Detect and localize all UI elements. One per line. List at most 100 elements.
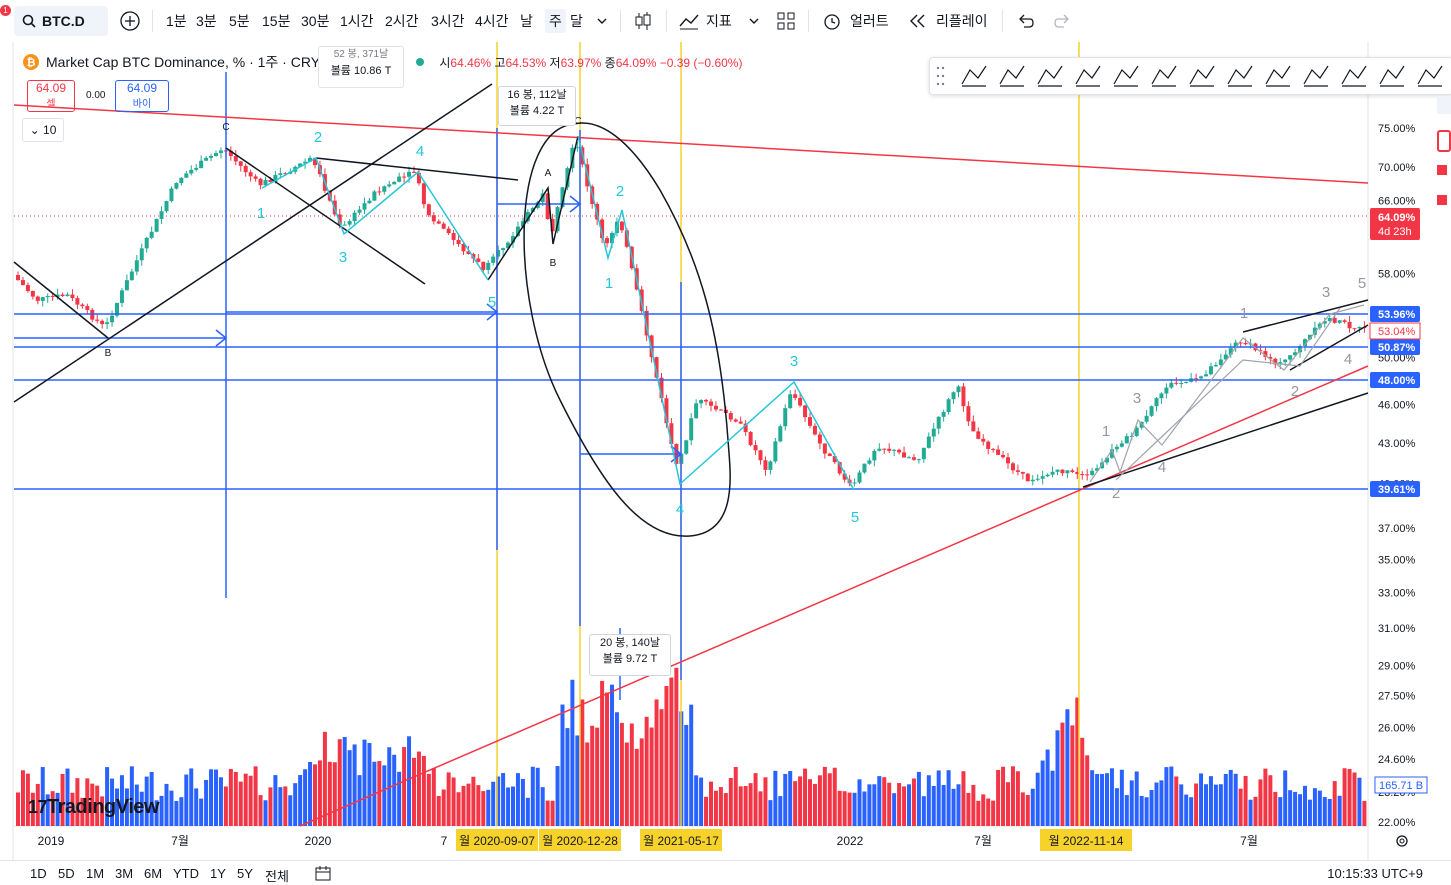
volume-bar — [704, 796, 709, 826]
candle-body — [209, 155, 214, 158]
fan-lines-icon[interactable] — [1341, 65, 1367, 87]
volume-bar — [253, 766, 258, 826]
calendar-range-icon[interactable] — [314, 864, 334, 882]
interval-7[interactable]: 3시간 — [431, 13, 465, 29]
interval-0[interactable]: 1분 — [166, 13, 187, 29]
fib-fan-icon[interactable] — [1037, 65, 1063, 87]
elliott-triangle-icon[interactable] — [1189, 65, 1215, 87]
candle-body — [981, 438, 986, 442]
volume-bar — [1307, 799, 1312, 826]
price-range-icon[interactable] — [1227, 65, 1253, 87]
indicators-collapse-button[interactable]: ⌄ 10 — [22, 118, 64, 142]
volume-bar — [1164, 767, 1169, 826]
elliott-correction-icon[interactable] — [1151, 65, 1177, 87]
range-3[interactable]: 3M — [115, 866, 134, 881]
range-8[interactable]: 전체 — [265, 869, 289, 884]
legend-title[interactable]: Market Cap BTC Dominance, % · 1주 · CRYPT… — [46, 54, 378, 70]
pitchfork-icon[interactable] — [999, 65, 1025, 87]
flag-tab[interactable] — [1437, 165, 1447, 175]
clock-timezone[interactable]: 10:15:33 UTC+9 — [1327, 866, 1423, 881]
interval-6[interactable]: 2시간 — [385, 13, 419, 29]
volume-bar — [35, 783, 40, 826]
candle-body — [496, 250, 501, 257]
wave-label-gray: 4 — [1344, 351, 1352, 368]
interval-1[interactable]: 3분 — [196, 13, 217, 29]
volume-bar — [1010, 766, 1015, 826]
volume-bar — [139, 791, 144, 826]
trend-line-icon[interactable] — [1417, 65, 1443, 87]
volume-bar — [674, 667, 679, 826]
redo-icon[interactable] — [1054, 12, 1072, 30]
flag-tab[interactable] — [1437, 195, 1447, 205]
candle-body — [1085, 474, 1090, 476]
settings-gear-icon[interactable] — [1395, 834, 1409, 848]
chart-canvas[interactable]: 2 4 1 3 5 2 1 3 4 5 C B A B C 1 2 3 4 1 2 3 4 5 75.00% 70.00% 66.… — [0, 42, 1451, 860]
parallel-channel-icon[interactable] — [1379, 65, 1405, 87]
volume-bar — [1139, 795, 1144, 826]
interval-11[interactable]: 달 — [570, 13, 583, 29]
interval-2[interactable]: 5분 — [229, 13, 250, 29]
candle-body — [1293, 352, 1298, 356]
buy-button[interactable]: 64.09 바이 — [115, 80, 169, 112]
candle-body — [1213, 365, 1218, 367]
tradingview-logo[interactable]: 17TradingView — [28, 796, 159, 819]
candle-body — [911, 457, 916, 460]
range-5[interactable]: YTD — [173, 866, 199, 881]
alert-button[interactable]: 얼러트 — [850, 13, 889, 29]
range-0[interactable]: 1D — [30, 866, 47, 881]
volume-bar — [476, 785, 481, 826]
interval-10[interactable]: 주 — [545, 9, 566, 33]
volume-bar — [154, 800, 159, 826]
candle-body — [1035, 478, 1040, 480]
y-tick: 66.00% — [1378, 195, 1416, 207]
candles-icon[interactable] — [632, 10, 654, 32]
replay-button[interactable]: 리플레이 — [936, 13, 988, 29]
volume-tag — [1374, 776, 1428, 794]
notification-badge[interactable]: 1 — [0, 5, 11, 16]
range-2[interactable]: 1M — [86, 866, 105, 881]
compare-add-icon[interactable] — [119, 10, 141, 32]
candle-body — [35, 296, 40, 301]
candle-body — [857, 472, 862, 483]
date-range-icon[interactable] — [1265, 65, 1291, 87]
candle-body — [535, 202, 540, 209]
candle-body — [1218, 359, 1223, 366]
volume-bar — [694, 775, 699, 826]
wave-label-gray: 2 — [1291, 383, 1299, 400]
gann-fan-icon[interactable] — [1075, 65, 1101, 87]
close-value: 64.09% — [615, 55, 657, 70]
volume-bar — [709, 781, 713, 826]
interval-4[interactable]: 30분 — [301, 13, 330, 29]
candle-body — [872, 450, 877, 461]
chevron-down-icon[interactable] — [748, 15, 760, 27]
volume-bar — [877, 776, 882, 826]
candle-body — [773, 441, 778, 462]
interval-9[interactable]: 날 — [520, 13, 533, 29]
sell-button[interactable]: 64.09 셀 — [27, 80, 75, 112]
candle-body — [70, 294, 75, 299]
alarm-clock-icon[interactable] — [821, 10, 843, 32]
fib-retracement-icon[interactable] — [961, 65, 987, 87]
interval-3[interactable]: 15분 — [262, 13, 291, 29]
undo-icon[interactable] — [1016, 12, 1034, 30]
range-1[interactable]: 5D — [58, 866, 75, 881]
interval-8[interactable]: 4시간 — [475, 13, 509, 29]
candle-body — [694, 403, 699, 419]
range-6[interactable]: 1Y — [210, 866, 226, 881]
chevron-down-icon[interactable] — [596, 15, 608, 27]
interval-5[interactable]: 1시간 — [340, 13, 374, 29]
horizontal-ray-icon[interactable] — [1303, 65, 1329, 87]
range-4[interactable]: 6M — [144, 866, 163, 881]
candle-body — [867, 460, 872, 464]
range-7[interactable]: 5Y — [237, 866, 253, 881]
candle-body — [258, 178, 263, 186]
indicators-icon[interactable] — [678, 11, 700, 31]
rewind-icon[interactable] — [908, 12, 928, 30]
right-panel-tab[interactable] — [1437, 96, 1451, 114]
elliott-impulse-icon[interactable] — [1113, 65, 1139, 87]
alerts-tab[interactable] — [1437, 130, 1451, 152]
indicators-button[interactable]: 지표 — [706, 13, 732, 29]
countdown-text: 4d 23h — [1378, 226, 1412, 238]
symbol-search[interactable]: BTC.D — [14, 6, 108, 36]
layouts-grid-icon[interactable] — [776, 11, 796, 31]
